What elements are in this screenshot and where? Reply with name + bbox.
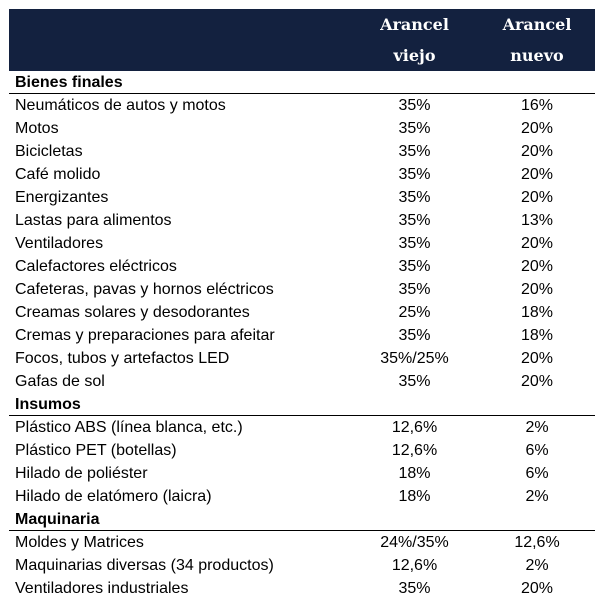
product-name: Hilado de poliéster bbox=[15, 465, 148, 482]
product-name: Energizantes bbox=[15, 189, 109, 206]
new-tariff-value: 20% bbox=[520, 143, 554, 160]
table-header: Arancel viejo Arancel nuevo bbox=[9, 9, 595, 71]
product-name: Creamas solares y desodorantes bbox=[15, 304, 250, 321]
table-row: Ventiladores 35% 20% bbox=[9, 232, 595, 255]
old-tariff-value: 35%/25% bbox=[380, 350, 449, 367]
product-name: Ventiladores industriales bbox=[15, 580, 189, 597]
section-header: Insumos bbox=[9, 393, 595, 416]
new-tariff-value: 2% bbox=[525, 419, 549, 436]
header-new-tariff-line1: Arancel bbox=[502, 15, 572, 34]
old-tariff-value: 35% bbox=[398, 327, 431, 344]
table-row: Calefactores eléctricos 35% 20% bbox=[9, 255, 595, 278]
old-tariff-value: 35% bbox=[398, 97, 431, 114]
new-tariff-value: 20% bbox=[520, 120, 554, 137]
old-tariff-value: 35% bbox=[398, 143, 431, 160]
old-tariff-value: 35% bbox=[398, 281, 431, 298]
product-name: Plástico ABS (línea blanca, etc.) bbox=[15, 419, 243, 436]
product-name: Cremas y preparaciones para afeitar bbox=[15, 327, 275, 344]
old-tariff-value: 35% bbox=[398, 373, 431, 390]
new-tariff-value: 20% bbox=[520, 580, 554, 597]
new-tariff-value: 20% bbox=[520, 281, 554, 298]
section-title: Maquinaria bbox=[15, 511, 100, 528]
new-tariff-value: 20% bbox=[520, 189, 554, 206]
table-row: Gafas de sol 35% 20% bbox=[9, 370, 595, 393]
old-tariff-value: 12,6% bbox=[391, 442, 438, 459]
old-tariff-value: 12,6% bbox=[391, 557, 438, 574]
table-row: Neumáticos de autos y motos 35% 16% bbox=[9, 94, 595, 117]
old-tariff-value: 12,6% bbox=[391, 419, 438, 436]
product-name: Focos, tubos y artefactos LED bbox=[15, 350, 230, 367]
old-tariff-value: 35% bbox=[398, 212, 431, 229]
product-name: Maquinarias diversas (34 productos) bbox=[15, 557, 274, 574]
table-row: Energizantes 35% 20% bbox=[9, 186, 595, 209]
new-tariff-value: 6% bbox=[525, 442, 549, 459]
old-tariff-value: 35% bbox=[398, 580, 431, 597]
table-row: Ventiladores industriales 35% 20% bbox=[9, 577, 595, 600]
product-name: Motos bbox=[15, 120, 59, 137]
old-tariff-value: 18% bbox=[398, 465, 431, 482]
new-tariff-value: 6% bbox=[525, 465, 549, 482]
new-tariff-value: 20% bbox=[520, 373, 554, 390]
product-name: Plástico PET (botellas) bbox=[15, 442, 177, 459]
header-old-tariff: Arancel viejo bbox=[358, 9, 471, 71]
table-row: Hilado de elatómero (laicra) 18% 2% bbox=[9, 485, 595, 508]
old-tariff-value: 35% bbox=[398, 120, 431, 137]
header-new-tariff: Arancel nuevo bbox=[487, 9, 587, 71]
table-row: Hilado de poliéster 18% 6% bbox=[9, 462, 595, 485]
table-row: Maquinarias diversas (34 productos) 12,6%… bbox=[9, 554, 595, 577]
table-body: Bienes finales Neumáticos de autos y moto… bbox=[9, 71, 595, 600]
old-tariff-value: 24%/35% bbox=[380, 534, 449, 551]
table-row: Cremas y preparaciones para afeitar 35% 18… bbox=[9, 324, 595, 347]
new-tariff-value: 20% bbox=[520, 166, 554, 183]
table-row: Café molido 35% 20% bbox=[9, 163, 595, 186]
product-name: Gafas de sol bbox=[15, 373, 105, 390]
table-row: Plástico ABS (línea blanca, etc.) 12,6% 2% bbox=[9, 416, 595, 439]
product-name: Café molido bbox=[15, 166, 101, 183]
old-tariff-value: 35% bbox=[398, 189, 431, 206]
product-name: Moldes y Matrices bbox=[15, 534, 144, 551]
tariff-table: Arancel viejo Arancel nuevo Bienes final… bbox=[9, 9, 595, 600]
table-row: Creamas solares y desodorantes 25% 18% bbox=[9, 301, 595, 324]
table-row: Plástico PET (botellas) 12,6% 6% bbox=[9, 439, 595, 462]
new-tariff-value: 13% bbox=[520, 212, 554, 229]
product-name: Neumáticos de autos y motos bbox=[15, 97, 226, 114]
old-tariff-value: 18% bbox=[398, 488, 431, 505]
new-tariff-value: 18% bbox=[520, 304, 554, 321]
section-header: Maquinaria bbox=[9, 508, 595, 531]
header-new-tariff-line2: nuevo bbox=[510, 46, 564, 65]
product-name: Hilado de elatómero (laicra) bbox=[15, 488, 212, 505]
new-tariff-value: 12,6% bbox=[514, 534, 560, 551]
new-tariff-value: 2% bbox=[525, 557, 549, 574]
product-name: Bicicletas bbox=[15, 143, 83, 160]
new-tariff-value: 20% bbox=[520, 350, 554, 367]
new-tariff-value: 16% bbox=[520, 97, 554, 114]
table-row: Motos 35% 20% bbox=[9, 117, 595, 140]
product-name: Lastas para alimentos bbox=[15, 212, 172, 229]
new-tariff-value: 2% bbox=[525, 488, 549, 505]
header-old-tariff-line1: Arancel bbox=[380, 15, 449, 34]
old-tariff-value: 35% bbox=[398, 258, 431, 275]
old-tariff-value: 35% bbox=[398, 166, 431, 183]
section-header: Bienes finales bbox=[9, 71, 595, 94]
table-row: Lastas para alimentos 35% 13% bbox=[9, 209, 595, 232]
new-tariff-value: 20% bbox=[520, 258, 554, 275]
new-tariff-value: 20% bbox=[520, 235, 554, 252]
table-row: Moldes y Matrices 24%/35% 12,6% bbox=[9, 531, 595, 554]
section-title: Insumos bbox=[15, 396, 81, 413]
header-old-tariff-line2: viejo bbox=[393, 46, 436, 65]
table-row: Focos, tubos y artefactos LED 35%/25% 20% bbox=[9, 347, 595, 370]
product-name: Cafeteras, pavas y hornos eléctricos bbox=[15, 281, 274, 298]
table-row: Cafeteras, pavas y hornos eléctricos 35% 2… bbox=[9, 278, 595, 301]
new-tariff-value: 18% bbox=[520, 327, 554, 344]
product-name: Calefactores eléctricos bbox=[15, 258, 177, 275]
section-title: Bienes finales bbox=[15, 74, 123, 91]
old-tariff-value: 25% bbox=[398, 304, 431, 321]
old-tariff-value: 35% bbox=[398, 235, 431, 252]
table-row: Bicicletas 35% 20% bbox=[9, 140, 595, 163]
product-name: Ventiladores bbox=[15, 235, 104, 252]
